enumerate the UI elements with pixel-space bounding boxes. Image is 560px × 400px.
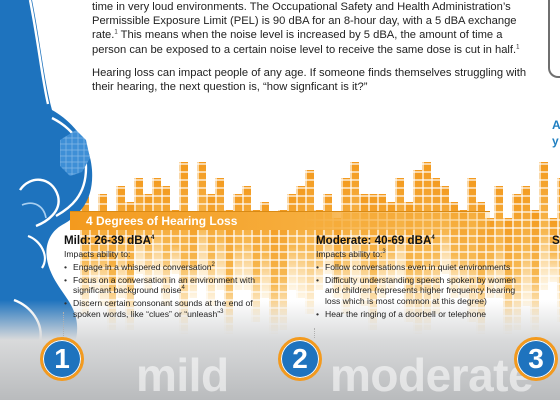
degree-number-3: 3	[514, 337, 558, 381]
equalizer-bar-grid	[215, 178, 224, 290]
degree-column-mild: Mild: 26-39 dBA4 Impacts ability to: Eng…	[64, 234, 274, 321]
side-fragment-a: A	[552, 118, 560, 132]
degree-column-moderate: Moderate: 40-69 dBA4 Impacts ability to:…	[316, 234, 528, 321]
equalizer-bar-grid	[305, 170, 314, 314]
equalizer-bar-grid	[161, 186, 170, 306]
equalizer-bar-grid	[359, 194, 368, 306]
equalizer-bar-grid	[89, 218, 98, 290]
side-card	[548, 0, 560, 78]
impacts-label: Impacts ability to:	[64, 248, 131, 259]
intro-paragraph-2: Hearing loss can impact people of any ag…	[92, 66, 527, 94]
degree-column-severe: S	[552, 234, 560, 249]
equalizer-bar-grid	[395, 178, 404, 282]
equalizer-bar-grid	[323, 194, 332, 274]
list-item: Difficulty understanding speech spoken b…	[316, 275, 528, 307]
impacts-list: Engage in a whispered conversation2 Focu…	[64, 262, 274, 319]
degree-number-1: 1	[40, 337, 84, 381]
degree-title-severe: S	[552, 234, 560, 247]
intro-text: time in very loud environments. The Occu…	[92, 0, 532, 103]
list-item: Focus on a conversation in an environmen…	[64, 275, 274, 296]
equalizer-bar-grid	[143, 194, 152, 290]
equalizer-bar-grid	[449, 202, 458, 298]
list-item: Follow conversations even in quiet envir…	[316, 262, 528, 273]
connector-1	[63, 312, 64, 340]
equalizer-bar-grid	[530, 210, 539, 330]
equalizer-bar-grid	[485, 218, 494, 298]
degree-word-moderate: moderate	[330, 349, 534, 400]
equalizer-bar-grid	[179, 162, 188, 334]
equalizer-bar-grid	[188, 218, 197, 298]
equalizer-bar-grid	[98, 194, 107, 306]
equalizer-bar-grid	[467, 178, 476, 322]
degree-word-mild: mild	[136, 349, 229, 400]
equalizer-bar-grid	[332, 218, 341, 298]
equalizer-bar-grid	[287, 194, 296, 290]
list-item: Engage in a whispered conversation2	[64, 262, 274, 273]
equalizer-bar-grid	[377, 194, 386, 298]
side-fragment-y: y	[552, 134, 559, 148]
equalizer-bar-grid	[170, 210, 179, 274]
equalizer-bar-grid	[242, 186, 251, 290]
equalizer-bar-grid	[386, 202, 395, 290]
connector-2	[314, 328, 315, 338]
equalizer-bar-grid	[341, 178, 350, 314]
equalizer-bar-grid	[233, 194, 242, 290]
list-item: Discern certain consonant sounds at the …	[64, 298, 274, 319]
banner-title: 4 Degrees of Hearing Loss	[86, 214, 238, 228]
impacts-list: Follow conversations even in quiet envir…	[316, 262, 528, 319]
equalizer-bar-grid	[278, 210, 287, 330]
equalizer-bar-grid	[431, 178, 440, 314]
equalizer-bar-grid	[548, 218, 557, 282]
equalizer-bar-grid	[116, 186, 125, 298]
list-item: Hear the ringing of a doorbell or teleph…	[316, 309, 528, 320]
equalizer-bar-grid	[413, 170, 422, 334]
equalizer-bar-grid	[206, 194, 215, 306]
equalizer-bar-grid	[557, 178, 560, 322]
equalizer-bar-grid	[422, 162, 431, 330]
equalizer-bar-grid	[539, 162, 548, 290]
equalizer-bar-grid	[440, 186, 449, 274]
equalizer-bar-grid	[296, 186, 305, 298]
degree-title-mild: Mild: 26-39 dBA4	[64, 234, 155, 247]
equalizer-bar-grid	[152, 178, 161, 282]
degree-number-2: 2	[278, 337, 322, 381]
intro-paragraph-1: time in very loud environments. The Occu…	[92, 1, 520, 56]
equalizer-bar-grid	[521, 186, 530, 306]
degree-title-moderate: Moderate: 40-69 dBA4	[316, 234, 435, 247]
impacts-label: Impacts ability to:3	[316, 248, 386, 259]
equalizer-bar-grid	[458, 210, 467, 298]
equalizer-bar-grid	[80, 194, 89, 314]
equalizer-bar-grid	[260, 202, 269, 298]
equalizer-bar-grid	[494, 186, 503, 298]
equalizer-bar-grid	[314, 210, 323, 290]
degrees-banner: 4 Degrees of Hearing Loss	[70, 211, 490, 230]
